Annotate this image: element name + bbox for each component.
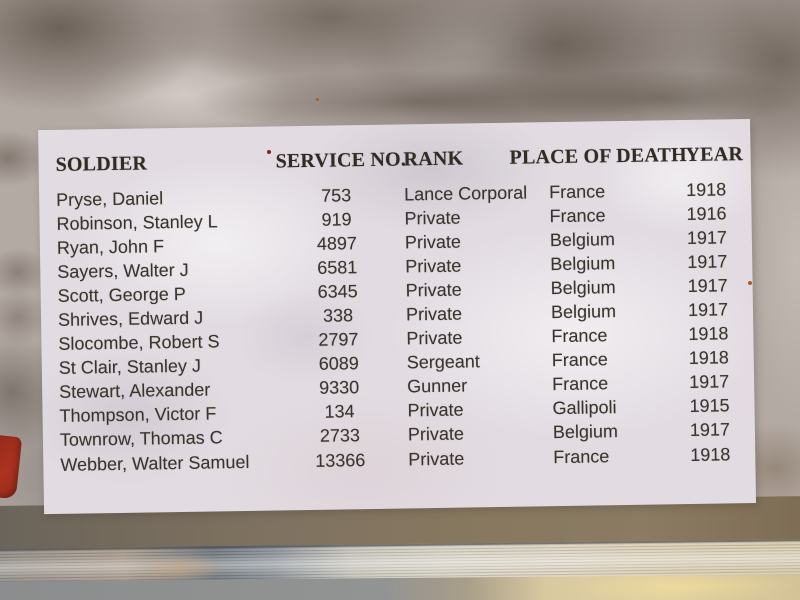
column-header-soldier: SOLDIER — [55, 152, 148, 176]
place-of-death: France — [548, 180, 606, 202]
year: 1915 — [689, 395, 730, 417]
rank: Private — [408, 448, 465, 469]
column-header-year: YEAR — [685, 143, 744, 167]
soldier-name: St Clair, Stanley J — [58, 355, 202, 379]
year: 1917 — [686, 227, 728, 248]
rank: Private — [405, 303, 463, 325]
year: 1918 — [688, 347, 729, 369]
year: 1918 — [688, 323, 729, 345]
year: 1916 — [686, 203, 727, 224]
column-header-place-of-death: PLACE OF DEATH — [509, 143, 687, 169]
table-body: Pryse, Daniel 753 Lance Corporal France … — [56, 177, 751, 477]
soldier-name: Thompson, Victor F — [59, 403, 217, 427]
service-no: 6581 — [317, 257, 358, 278]
year: 1917 — [687, 275, 728, 296]
place-of-death: France — [551, 349, 608, 371]
rank: Private — [406, 327, 463, 349]
rust-speck — [748, 281, 752, 285]
service-no: 2733 — [319, 425, 361, 447]
rank: Private — [405, 255, 462, 277]
rank: Private — [404, 207, 461, 229]
place-of-death: France — [551, 373, 609, 395]
soldier-name: Pryse, Daniel — [56, 187, 164, 210]
paper-sign: SOLDIER SERVICE NO. RANK PLACE OF DEATH … — [38, 119, 757, 515]
place-of-death: Belgium — [552, 421, 619, 443]
column-header-rank: RANK — [403, 147, 464, 171]
table-header-row: SOLDIER SERVICE NO. RANK PLACE OF DEATH … — [55, 141, 746, 178]
year: 1917 — [687, 299, 729, 321]
place-of-death: Belgium — [550, 277, 616, 299]
soldier-name: Slocombe, Robert S — [58, 331, 220, 354]
year: 1918 — [685, 178, 727, 200]
rank: Gunner — [407, 375, 468, 397]
rank: Sergeant — [406, 351, 480, 373]
place-of-death: Belgium — [549, 228, 616, 250]
rank: Private — [404, 231, 462, 253]
service-no: 4897 — [316, 232, 358, 254]
rank: Private — [405, 279, 462, 301]
soldier-name: Scott, George P — [57, 283, 186, 306]
service-no: 338 — [322, 305, 354, 326]
service-no: 6089 — [318, 353, 359, 375]
rank: Private — [407, 424, 465, 445]
rank: Lance Corporal — [403, 182, 528, 204]
year: 1918 — [690, 443, 731, 465]
place-of-death: Gallipoli — [552, 397, 617, 419]
soldier-name: Stewart, Alexander — [59, 379, 211, 403]
service-no: 6345 — [317, 281, 358, 302]
service-no: 2797 — [318, 329, 359, 350]
service-no: 134 — [324, 401, 355, 423]
year: 1917 — [689, 419, 731, 441]
place-of-death: Belgium — [550, 252, 616, 274]
service-no: 753 — [320, 184, 352, 206]
place-of-death: France — [551, 325, 608, 347]
service-no: 919 — [321, 208, 352, 230]
soldier-name: Webber, Walter Samuel — [60, 451, 250, 475]
red-speck — [267, 150, 271, 154]
soldier-name: Sayers, Walter J — [57, 259, 189, 282]
year: 1917 — [687, 251, 728, 272]
place-of-death: France — [549, 204, 606, 226]
rust-speck — [316, 98, 319, 101]
soldier-name: Ryan, John F — [56, 235, 165, 258]
soldier-name: Shrives, Edward J — [57, 307, 204, 330]
place-of-death: France — [553, 445, 610, 467]
rank: Private — [407, 399, 464, 421]
service-no: 9330 — [318, 377, 360, 399]
column-header-service-no: SERVICE NO. — [275, 148, 407, 173]
service-no: 13366 — [315, 449, 366, 471]
year: 1917 — [688, 371, 730, 393]
red-marker — [0, 434, 23, 500]
soldier-name: Townrow, Thomas C — [59, 427, 223, 451]
place-of-death: Belgium — [550, 301, 617, 323]
soldier-name: Robinson, Stanley L — [56, 211, 218, 234]
